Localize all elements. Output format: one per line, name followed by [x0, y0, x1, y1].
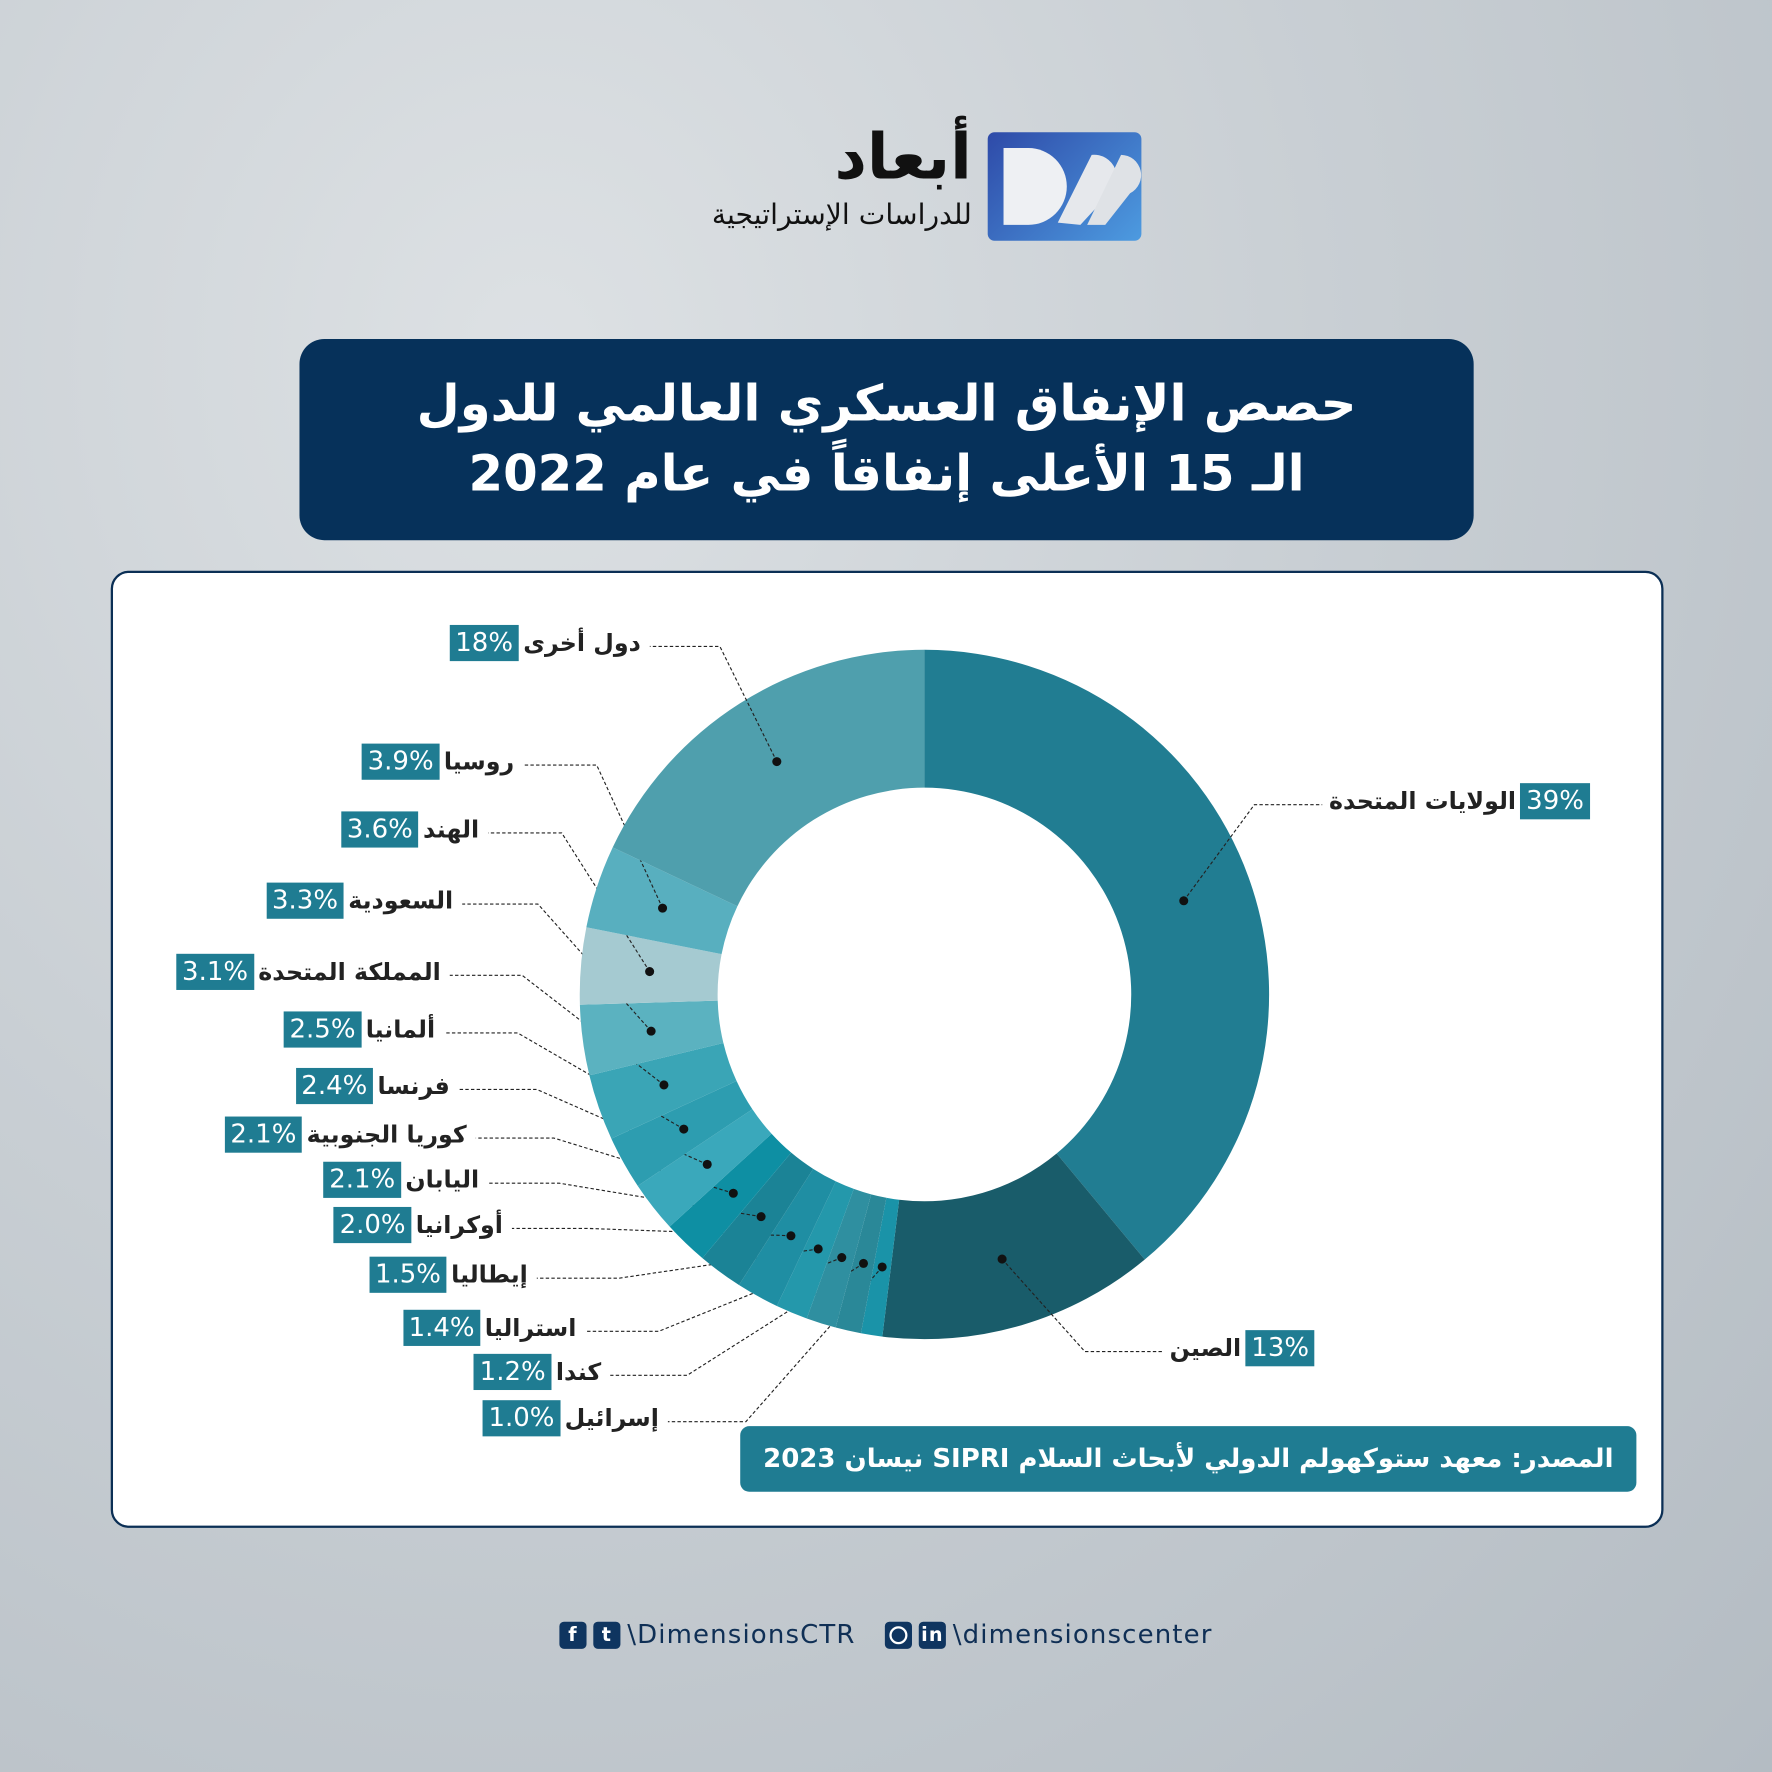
logo-name: أبعاد	[834, 120, 972, 195]
twitter-icon[interactable]: t	[593, 1621, 621, 1649]
value-badge: 1.4%	[402, 1309, 481, 1346]
leader-dot	[659, 1080, 669, 1090]
donut-slice	[586, 847, 738, 955]
slice-label: 2.5% ألمانيا	[283, 1011, 436, 1048]
leader-dot	[772, 757, 782, 767]
category-label: إسرائيل	[564, 1404, 659, 1432]
value-badge: 13%	[1245, 1330, 1315, 1367]
donut-slice	[579, 1000, 724, 1076]
leader-line	[488, 832, 651, 972]
slice-label: 2.4% فرنسا	[295, 1067, 450, 1105]
leader-dot	[786, 1231, 796, 1241]
value-badge: 39%	[1520, 783, 1590, 820]
leader-dot	[728, 1188, 738, 1198]
logo: أبعاد للدراسات الإستراتيجية	[622, 121, 1142, 249]
leader-line	[585, 1257, 842, 1332]
donut-slice	[589, 1043, 737, 1139]
category-label: ألمانيا	[365, 1015, 436, 1044]
slice-label: 3.3% السعودية	[266, 882, 454, 919]
leader-line	[536, 1248, 819, 1279]
category-label: أوكرانيا	[415, 1211, 503, 1239]
title-line-2: الـ 15 الأعلى إنفاقاً في عام 2022	[468, 445, 1305, 503]
handle-dimensionsctr[interactable]: \DimensionsCTR	[627, 1620, 856, 1650]
category-label: الصين	[1169, 1334, 1242, 1362]
value-badge: 3.3%	[266, 882, 344, 919]
value-badge: 3.6%	[341, 811, 419, 848]
leader-dot	[997, 1254, 1007, 1264]
logo-mark	[987, 132, 1142, 241]
linkedin-icon[interactable]: in	[918, 1621, 946, 1649]
leader-line	[649, 645, 778, 762]
category-label: روسيا	[443, 748, 515, 776]
donut-slice	[924, 649, 1270, 1260]
value-badge: 3.9%	[361, 743, 440, 780]
slice-label: 1.4% استراليا	[402, 1309, 577, 1346]
source-note: المصدر: معهد ستوكهولم الدولي لأبحاث السل…	[740, 1426, 1637, 1492]
category-label: كوريا الجنوبية	[306, 1121, 467, 1149]
value-badge: 3.1%	[176, 953, 254, 990]
leader-dot	[646, 1026, 656, 1036]
category-label: استراليا	[484, 1314, 577, 1342]
leader-dot	[658, 903, 668, 913]
value-badge: 1.2%	[474, 1353, 552, 1391]
category-label: الهند	[423, 815, 480, 844]
slice-label: 2.1% كوريا الجنوبية	[224, 1116, 467, 1153]
slice-label: 3.1% المملكة المتحدة	[176, 953, 441, 990]
value-badge: 2.1%	[224, 1116, 303, 1153]
slice-label: 3.9% روسيا	[361, 743, 515, 780]
slice-label: 18% دول أخرى	[449, 624, 641, 662]
title-line-1: حصص الإنفاق العسكري العالمي للدول	[416, 375, 1357, 433]
logo-subtitle: للدراسات الإستراتيجية	[711, 197, 972, 231]
social-footer: f t \DimensionsCTR in \dimensionscenter	[0, 1621, 1772, 1650]
donut-slice	[611, 1080, 753, 1186]
category-label: دول أخرى	[523, 629, 641, 657]
donut-slice	[579, 927, 722, 1005]
logo-mark-graphic	[1003, 148, 1142, 225]
leader-dot	[877, 1262, 887, 1272]
facebook-icon[interactable]: f	[559, 1621, 587, 1649]
slice-label: 3.6% الهند	[341, 811, 480, 848]
leader-dot	[858, 1258, 869, 1268]
category-label: إيطاليا	[451, 1261, 528, 1289]
value-badge: 2.0%	[333, 1206, 412, 1244]
slice-label: الصين 13%	[1169, 1330, 1315, 1367]
instagram-icon[interactable]	[884, 1621, 913, 1649]
category-label: كندا	[555, 1358, 602, 1386]
category-label: الولايات المتحدة	[1328, 787, 1516, 815]
donut-slice	[612, 649, 925, 907]
slice-label: 1.2% كندا	[474, 1353, 602, 1391]
leader-line	[1001, 1258, 1163, 1353]
leader-line	[1183, 804, 1323, 902]
category-label: اليابان	[405, 1166, 480, 1194]
value-badge: 2.4%	[295, 1067, 373, 1105]
leader-line	[458, 1088, 708, 1165]
leader-dot	[1179, 896, 1189, 906]
slice-label: الولايات المتحدة 39%	[1328, 783, 1590, 820]
value-badge: 1.0%	[482, 1400, 561, 1437]
value-badge: 2.5%	[283, 1011, 362, 1048]
category-label: السعودية	[348, 887, 454, 915]
slice-label: 1.0% إسرائيل	[482, 1400, 659, 1437]
slice-label: 2.1% اليابان	[323, 1161, 480, 1198]
value-badge: 1.5%	[369, 1256, 447, 1293]
leader-dot	[645, 967, 655, 977]
leader-dot	[837, 1253, 847, 1263]
leader-dot	[756, 1212, 766, 1222]
leader-dot	[702, 1159, 712, 1169]
value-badge: 2.1%	[323, 1161, 401, 1198]
slice-label: 1.5% إيطاليا	[369, 1256, 528, 1293]
category-label: المملكة المتحدة	[258, 958, 441, 986]
title-banner: حصص الإنفاق العسكري العالمي للدول الـ 15…	[299, 339, 1474, 541]
donut-slice	[882, 1153, 1145, 1340]
leader-dot	[679, 1124, 689, 1134]
category-label: فرنسا	[377, 1072, 450, 1100]
value-badge: 18%	[449, 624, 519, 662]
leader-dot	[813, 1244, 823, 1254]
handle-dimensionscenter[interactable]: \dimensionscenter	[952, 1620, 1213, 1650]
slice-label: 2.0% أوكرانيا	[333, 1206, 503, 1244]
